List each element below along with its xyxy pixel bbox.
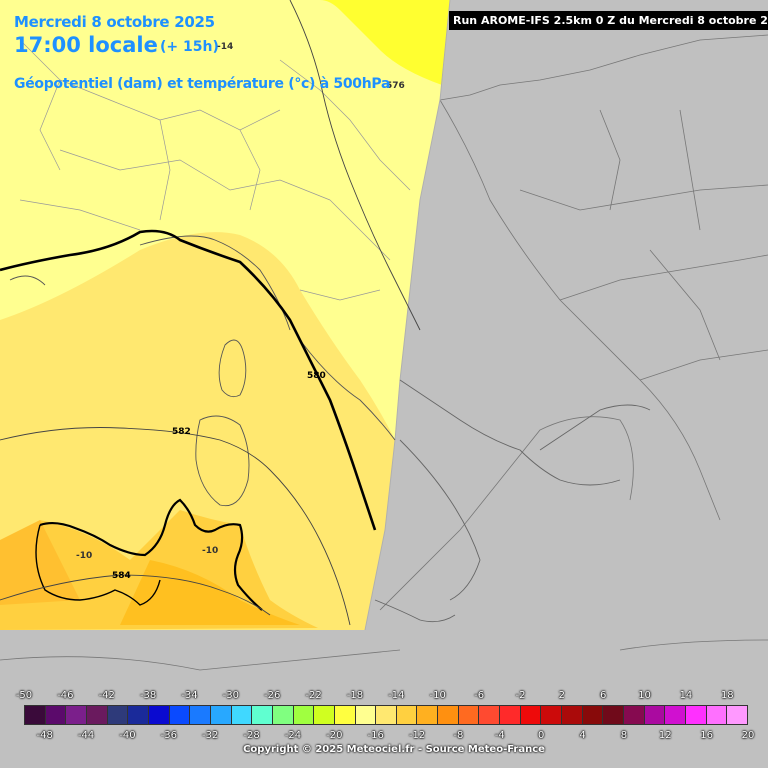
legend-lower-tick: -40	[119, 730, 136, 741]
legend-swatch	[86, 706, 108, 724]
legend-lower-tick: 16	[700, 730, 713, 741]
coastlines	[9, 235, 396, 507]
forecast-hour-offset: (+ 15h)	[160, 39, 219, 55]
legend-upper-tick: 10	[638, 690, 651, 701]
legend-swatch	[128, 706, 149, 724]
legend-lower-tick: -28	[243, 730, 260, 741]
legend-lower-tick: 20	[741, 730, 755, 741]
legend-lower-tick: -44	[77, 730, 95, 741]
color-scale-legend	[24, 705, 748, 725]
legend-swatch	[396, 706, 418, 724]
legend-upper-tick: -38	[139, 690, 157, 701]
geopotential-576-contour	[289, 0, 421, 331]
label-temp-minus10-east: -10	[202, 546, 218, 556]
legend-upper-tick: -2	[515, 690, 526, 701]
legend-swatch	[624, 706, 645, 724]
tunisia-coast	[35, 524, 161, 606]
legend-lower-tick: 8	[620, 730, 628, 741]
legend-upper-tick: -18	[346, 690, 364, 701]
legend-lower-tick: -12	[408, 730, 426, 741]
legend-upper-tick: -46	[57, 690, 74, 701]
legend-lower-tick: 0	[537, 730, 545, 741]
legend-swatch	[25, 706, 46, 724]
legend-swatch	[603, 706, 625, 724]
legend-swatch	[293, 706, 315, 724]
legend-swatch	[706, 706, 728, 724]
legend-upper-tick: 18	[720, 690, 734, 701]
legend-swatch	[541, 706, 563, 724]
legend-lower-tick: -8	[453, 730, 464, 741]
legend-lower-tick: -16	[367, 730, 384, 741]
copyright-notice: Copyright © 2025 Meteociel.fr - Source M…	[243, 744, 545, 755]
legend-upper-tick: -10	[429, 690, 446, 701]
legend-upper-tick: 6	[600, 690, 607, 701]
label-582: 582	[172, 427, 191, 437]
legend-swatch	[727, 706, 747, 724]
legend-lower-tick: -48	[36, 730, 53, 741]
label-temp-minus10-west: -10	[76, 551, 92, 561]
legend-swatch	[582, 706, 604, 724]
legend-upper-tick: -26	[264, 690, 281, 701]
legend-swatch	[334, 706, 356, 724]
legend-swatch	[252, 706, 273, 724]
legend-swatch	[45, 706, 67, 724]
legend-lower-tick: -36	[160, 730, 177, 741]
legend-upper-tick: 14	[679, 690, 693, 701]
label-temp-minus14: -14	[217, 42, 233, 52]
temperature-field	[0, 0, 450, 630]
legend-swatch	[500, 706, 521, 724]
legend-swatch	[231, 706, 253, 724]
legend-upper-tick: -42	[98, 690, 115, 701]
parameter-title: Géopotentiel (dam) et température (°c) à…	[14, 76, 391, 92]
legend-swatch	[562, 706, 583, 724]
geopotential-580-contour	[0, 229, 377, 531]
legend-upper-tick: -6	[474, 690, 485, 701]
legend-upper-tick: -22	[305, 690, 322, 701]
legend-swatch	[438, 706, 459, 724]
legend-swatch	[686, 706, 707, 724]
legend-swatch	[376, 706, 397, 724]
legend-swatch	[520, 706, 542, 724]
legend-swatch	[210, 706, 232, 724]
legend-swatch	[107, 706, 129, 724]
legend-swatch	[458, 706, 480, 724]
legend-swatch	[479, 706, 501, 724]
legend-lower-tick: -24	[284, 730, 302, 741]
forecast-date: Mercredi 8 octobre 2025	[14, 13, 215, 31]
legend-upper-tick: -50	[15, 690, 33, 701]
legend-swatch	[665, 706, 686, 724]
legend-lower-tick: -32	[201, 730, 219, 741]
legend-swatch	[272, 706, 294, 724]
legend-swatch	[66, 706, 87, 724]
forecast-local-time: 17:00 locale	[14, 33, 158, 57]
legend-lower-tick: 12	[658, 730, 672, 741]
legend-upper-tick: 2	[558, 690, 566, 701]
geopotential-584-contour	[0, 574, 271, 616]
label-584: 584	[112, 571, 131, 581]
legend-upper-tick: -34	[181, 690, 198, 701]
label-580: 580	[307, 371, 326, 381]
legend-swatch	[644, 706, 666, 724]
legend-lower-tick: 4	[579, 730, 586, 741]
legend-swatch	[355, 706, 377, 724]
legend-swatch	[169, 706, 191, 724]
label-576: 576	[386, 81, 405, 91]
legend-swatch	[148, 706, 170, 724]
legend-lower-tick: -20	[326, 730, 343, 741]
legend-swatch	[417, 706, 439, 724]
legend-upper-tick: -14	[388, 690, 405, 701]
country-borders-grey	[0, 34, 768, 671]
model-run-banner: Run AROME-IFS 2.5km 0 Z du Mercredi 8 oc…	[449, 11, 768, 30]
legend-swatch	[314, 706, 335, 724]
region-borders	[19, 39, 411, 301]
italy-coastline	[374, 379, 651, 623]
north-africa-coastline	[39, 498, 263, 611]
legend-upper-tick: -30	[222, 690, 240, 701]
contour-labels: 580 582 584 -14 -10 -10 576	[76, 42, 405, 581]
geopotential-582-contour	[0, 427, 351, 626]
legend-swatch	[190, 706, 211, 724]
legend-lower-tick: -4	[494, 730, 505, 741]
